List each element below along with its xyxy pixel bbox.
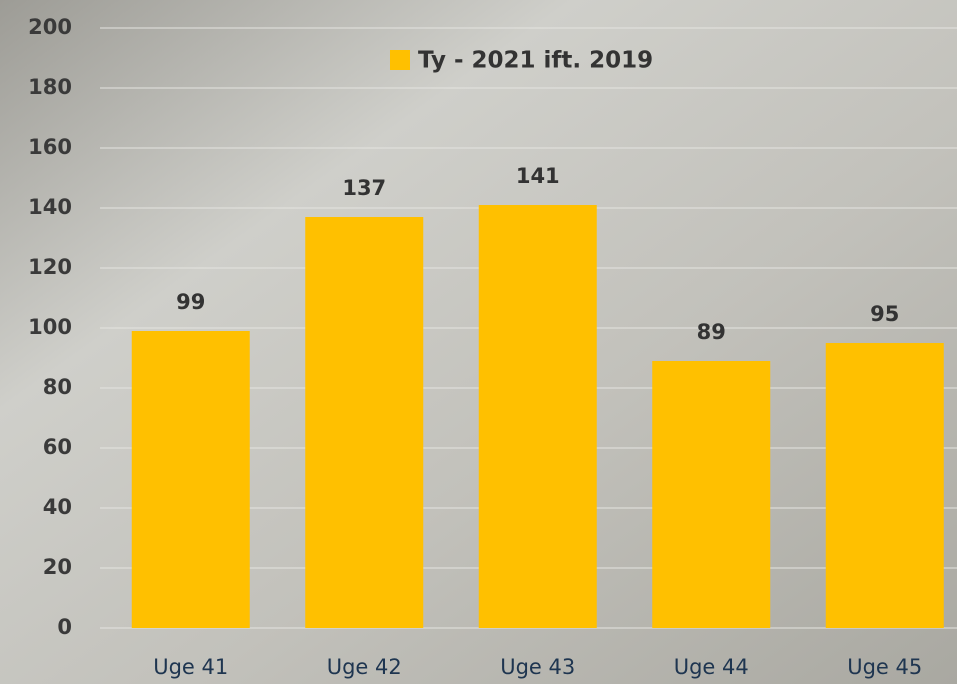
- x-tick-label: Uge 44: [674, 655, 749, 679]
- x-tick-label: Uge 45: [847, 655, 922, 679]
- x-tick-label: Uge 41: [153, 655, 228, 679]
- data-label: 95: [870, 302, 899, 326]
- legend-label: Ty - 2021 ift. 2019: [418, 48, 653, 74]
- data-label: 141: [516, 164, 560, 188]
- y-tick-label: 160: [28, 135, 72, 159]
- data-label: 89: [697, 320, 726, 344]
- bar: [478, 205, 597, 628]
- y-tick-label: 140: [28, 195, 72, 219]
- data-label: 99: [176, 290, 205, 314]
- y-tick-label: 200: [28, 15, 72, 39]
- y-tick-label: 0: [57, 615, 72, 639]
- y-tick-label: 120: [28, 255, 72, 279]
- bar: [825, 343, 944, 628]
- x-tick-label: Uge 42: [327, 655, 402, 679]
- y-tick-label: 80: [43, 375, 72, 399]
- data-label: 137: [342, 176, 386, 200]
- bar: [131, 331, 250, 628]
- y-tick-label: 180: [28, 75, 72, 99]
- legend-swatch: [390, 50, 410, 70]
- y-tick-label: 40: [43, 495, 72, 519]
- bar: [305, 217, 424, 628]
- x-tick-label: Uge 43: [500, 655, 575, 679]
- bar: [652, 361, 771, 628]
- y-tick-label: 20: [43, 555, 72, 579]
- y-tick-label: 60: [43, 435, 72, 459]
- y-tick-label: 100: [28, 315, 72, 339]
